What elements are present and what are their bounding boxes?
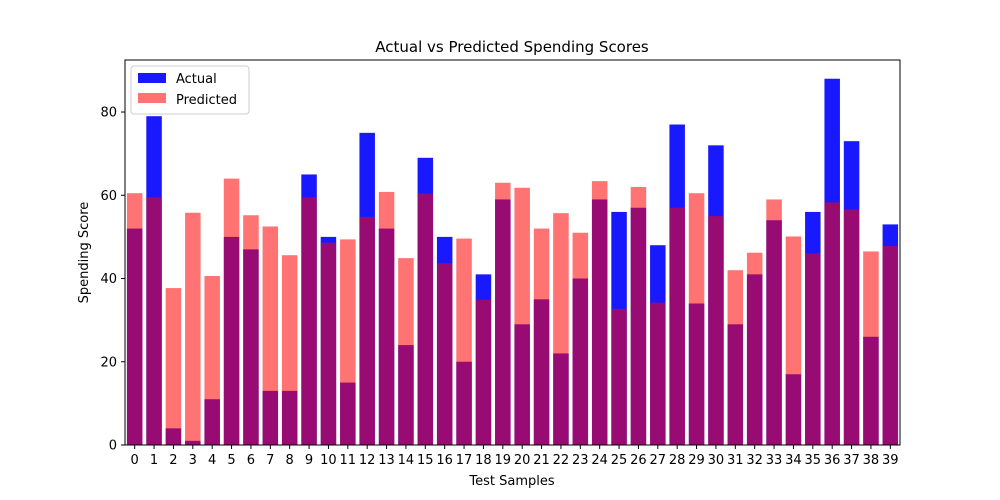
x-tick-label: 10 <box>320 453 337 468</box>
x-tick-label: 21 <box>533 453 550 468</box>
y-axis: 0 20 40 60 80 <box>100 106 125 454</box>
bar-predicted-35 <box>805 253 821 445</box>
bar-predicted-5 <box>223 178 240 445</box>
y-axis-label: Spending Score <box>77 202 92 304</box>
x-tick-label: 4 <box>208 453 216 468</box>
legend: Actual Predicted <box>130 65 250 115</box>
x-tick-label: 5 <box>227 453 235 468</box>
bar-predicted-2 <box>165 288 182 445</box>
bar-predicted-11 <box>340 239 356 445</box>
bar-predicted-16 <box>436 263 453 445</box>
x-tick-label: 29 <box>688 453 705 468</box>
y-tick-label: 0 <box>109 439 117 454</box>
bar-predicted-39 <box>882 246 899 445</box>
x-tick-label: 6 <box>247 453 255 468</box>
bar-predicted-1 <box>146 197 162 445</box>
legend-label-actual: Actual <box>176 72 217 87</box>
x-tick-label: 19 <box>495 453 512 468</box>
x-tick-label: 22 <box>553 453 570 468</box>
bar-predicted-23 <box>572 232 589 445</box>
legend-label-predicted: Predicted <box>176 93 237 108</box>
y-tick-label: 20 <box>100 355 117 370</box>
x-tick-label: 13 <box>378 453 395 468</box>
bar-predicted-12 <box>359 216 375 445</box>
x-tick-label: 1 <box>150 453 158 468</box>
bar-predicted-17 <box>456 238 472 445</box>
x-tick-label: 28 <box>669 453 686 468</box>
x-tick-label: 26 <box>630 453 647 468</box>
x-tick-label: 16 <box>436 453 453 468</box>
x-tick-label: 31 <box>727 453 744 468</box>
x-tick-label: 2 <box>169 453 177 468</box>
x-tick-label: 11 <box>340 453 357 468</box>
x-tick-label: 30 <box>708 453 725 468</box>
bar-predicted-20 <box>514 187 530 445</box>
bar-predicted-28 <box>669 207 685 445</box>
x-tick-label: 14 <box>398 453 415 468</box>
bar-predicted-37 <box>843 209 860 445</box>
bar-predicted-25 <box>611 308 627 445</box>
bar-predicted-6 <box>243 215 259 445</box>
bar-predicted-27 <box>650 302 666 445</box>
x-tick-label: 20 <box>514 453 531 468</box>
bar-predicted-10 <box>320 242 337 445</box>
chart-title: Actual vs Predicted Spending Scores <box>375 38 649 56</box>
x-tick-label: 23 <box>572 453 589 468</box>
bar-predicted-0 <box>126 193 143 445</box>
bar-predicted-4 <box>204 276 220 445</box>
plot-frame <box>124 59 901 446</box>
bar-predicted-38 <box>863 251 879 445</box>
y-tick-label: 60 <box>100 189 117 204</box>
y-tick-label: 80 <box>100 106 117 121</box>
bar-predicted-33 <box>766 199 782 445</box>
bars-group <box>126 78 899 446</box>
x-tick-label: 32 <box>746 453 763 468</box>
bar-predicted-21 <box>533 228 550 445</box>
bar-predicted-22 <box>553 213 569 445</box>
bar-predicted-31 <box>727 270 744 445</box>
x-tick-label: 17 <box>456 453 473 468</box>
bar-predicted-14 <box>398 258 414 445</box>
bar-predicted-30 <box>708 216 724 445</box>
x-tick-label: 38 <box>863 453 880 468</box>
bar-predicted-29 <box>688 193 705 445</box>
x-tick-label: 36 <box>824 453 841 468</box>
x-tick-label: 8 <box>286 453 294 468</box>
x-tick-label: 3 <box>189 453 197 468</box>
x-tick-label: 27 <box>650 453 667 468</box>
x-tick-label: 25 <box>611 453 628 468</box>
bar-predicted-19 <box>495 182 511 445</box>
bar-predicted-3 <box>185 212 201 445</box>
y-tick-label: 40 <box>100 272 117 287</box>
bar-predicted-34 <box>785 236 802 445</box>
bar-predicted-7 <box>262 226 279 445</box>
x-tick-label: 39 <box>882 453 899 468</box>
bar-predicted-36 <box>824 202 840 445</box>
x-tick-label: 24 <box>591 453 608 468</box>
legend-swatch-actual <box>138 73 166 83</box>
legend-swatch-predicted <box>138 93 166 103</box>
x-tick-label: 18 <box>475 453 492 468</box>
bar-predicted-13 <box>378 191 395 445</box>
bar-predicted-15 <box>417 193 434 445</box>
bar-predicted-8 <box>281 255 298 445</box>
x-axis-label: Test Samples <box>468 474 554 489</box>
x-tick-label: 12 <box>359 453 376 468</box>
bar-predicted-9 <box>301 197 317 445</box>
x-tick-label: 37 <box>843 453 860 468</box>
bar-predicted-32 <box>746 252 763 445</box>
x-tick-label: 33 <box>766 453 783 468</box>
x-tick-label: 15 <box>417 453 434 468</box>
x-tick-label: 35 <box>805 453 822 468</box>
bar-predicted-18 <box>475 299 492 445</box>
x-tick-label: 34 <box>785 453 802 468</box>
x-axis: 0 1 2 3 4 5 6 7 8 9 10 11 12 13 14 15 16 17 18 19 20 21 22 23 24… <box>131 445 899 468</box>
bar-predicted-24 <box>591 181 608 446</box>
bar-predicted-26 <box>630 186 647 445</box>
x-tick-label: 9 <box>305 453 313 468</box>
x-tick-label: 0 <box>131 453 139 468</box>
x-tick-label: 7 <box>266 453 274 468</box>
